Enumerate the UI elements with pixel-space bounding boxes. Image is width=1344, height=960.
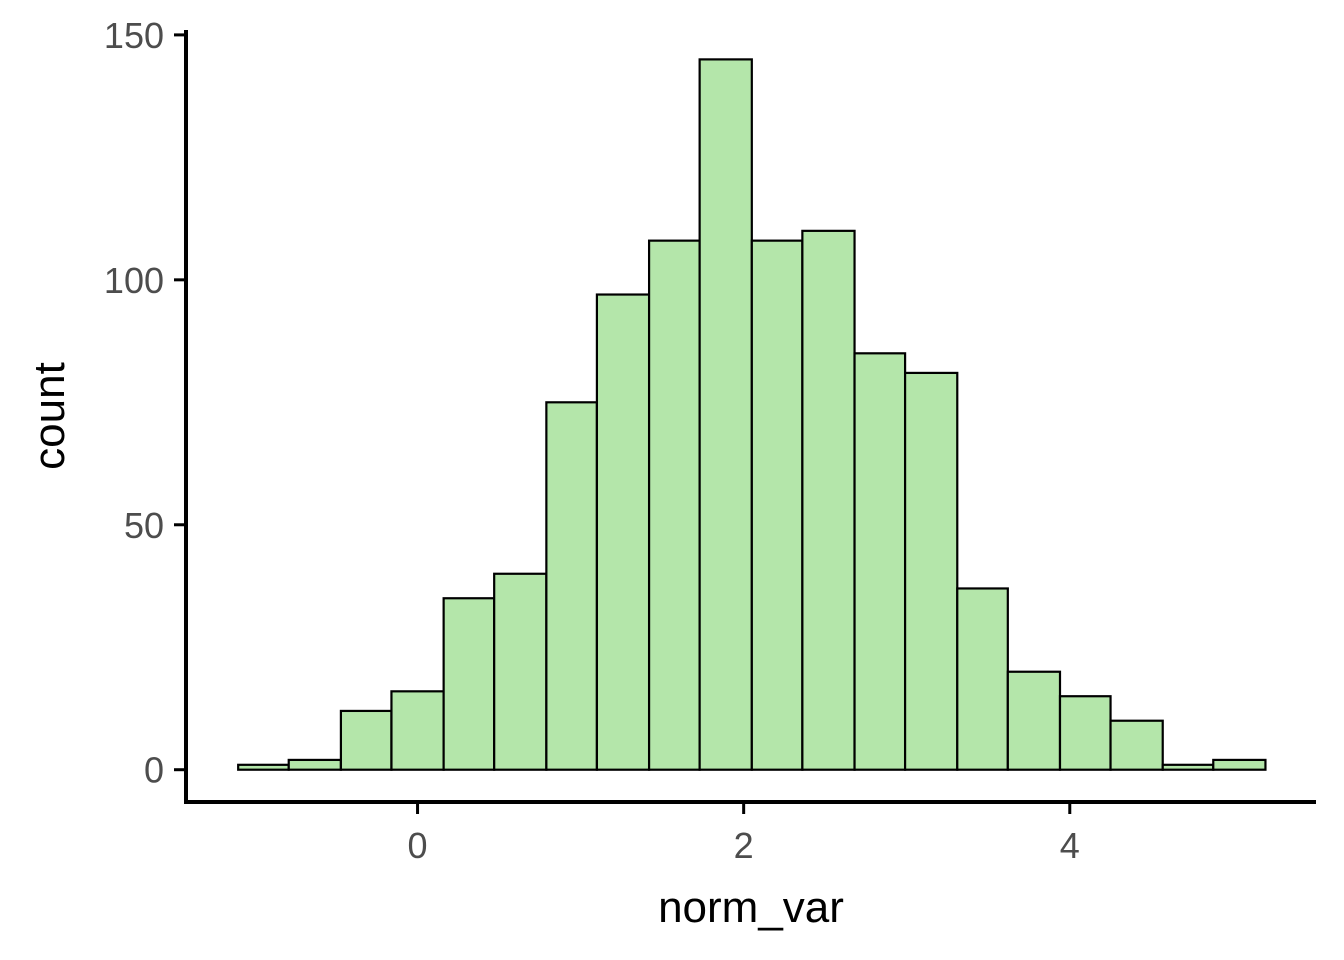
histogram-bar-17 <box>1058 695 1112 771</box>
histogram-bar-1 <box>237 763 290 771</box>
histogram-bar-6 <box>493 572 548 771</box>
x-axis-ticks: 0 2 4 <box>408 802 1080 866</box>
y-tick-label: 0 <box>144 750 164 791</box>
histogram-bar-9 <box>647 239 701 771</box>
x-tick-label: 2 <box>734 825 754 866</box>
y-axis-title: count <box>25 362 74 470</box>
y-tick-label: 100 <box>104 260 164 301</box>
histogram-bar-10 <box>698 58 753 771</box>
histogram-bar-18 <box>1109 719 1164 771</box>
histogram-bar-14 <box>903 371 959 771</box>
x-tick-label: 4 <box>1060 825 1080 866</box>
histogram-bar-20 <box>1212 758 1267 771</box>
histogram-bar-15 <box>956 587 1009 771</box>
histogram-bar-5 <box>442 597 496 771</box>
x-axis-title: norm_var <box>658 883 844 932</box>
histogram-bars <box>237 58 1267 771</box>
y-tick-label: 150 <box>104 15 164 56</box>
histogram-bar-19 <box>1161 763 1215 771</box>
histogram-bar-4 <box>390 690 445 771</box>
x-tick-label: 0 <box>408 825 428 866</box>
y-axis-ticks: 0 50 100 150 <box>104 15 186 791</box>
histogram-bar-13 <box>853 352 907 771</box>
histogram-bar-12 <box>801 229 856 771</box>
histogram-bar-3 <box>339 709 393 771</box>
histogram-bar-8 <box>595 293 651 771</box>
histogram-bar-11 <box>750 239 804 771</box>
histogram-bar-2 <box>287 758 343 771</box>
histogram-bar-16 <box>1006 670 1062 771</box>
y-tick-label: 50 <box>124 505 164 546</box>
histogram-bar-7 <box>545 401 599 771</box>
